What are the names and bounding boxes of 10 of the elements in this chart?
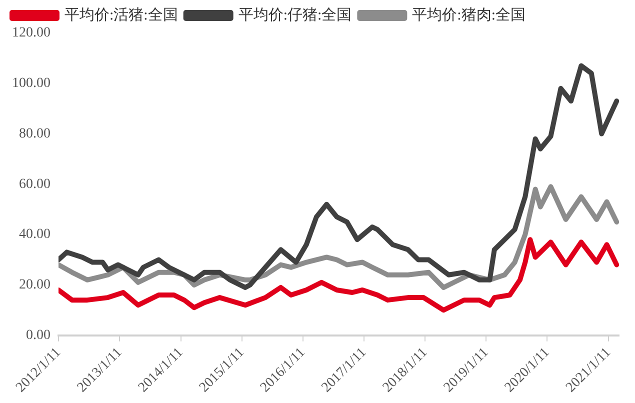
y-tick-label: 120.00 bbox=[12, 26, 50, 41]
legend-label: 平均价:猪肉:全国 bbox=[412, 6, 526, 24]
y-tick-label: 80.00 bbox=[19, 126, 50, 142]
y-tick-label: 20.00 bbox=[19, 278, 50, 293]
y-tick-label: 60.00 bbox=[19, 176, 50, 192]
y-tick-label: 0.00 bbox=[26, 328, 50, 344]
y-tick-label: 40.00 bbox=[19, 227, 50, 242]
y-tick-label: 100.00 bbox=[12, 76, 50, 92]
legend-label: 平均价:仔猪:全国 bbox=[238, 6, 352, 24]
legend-label: 平均价:活猪:全国 bbox=[64, 6, 178, 24]
